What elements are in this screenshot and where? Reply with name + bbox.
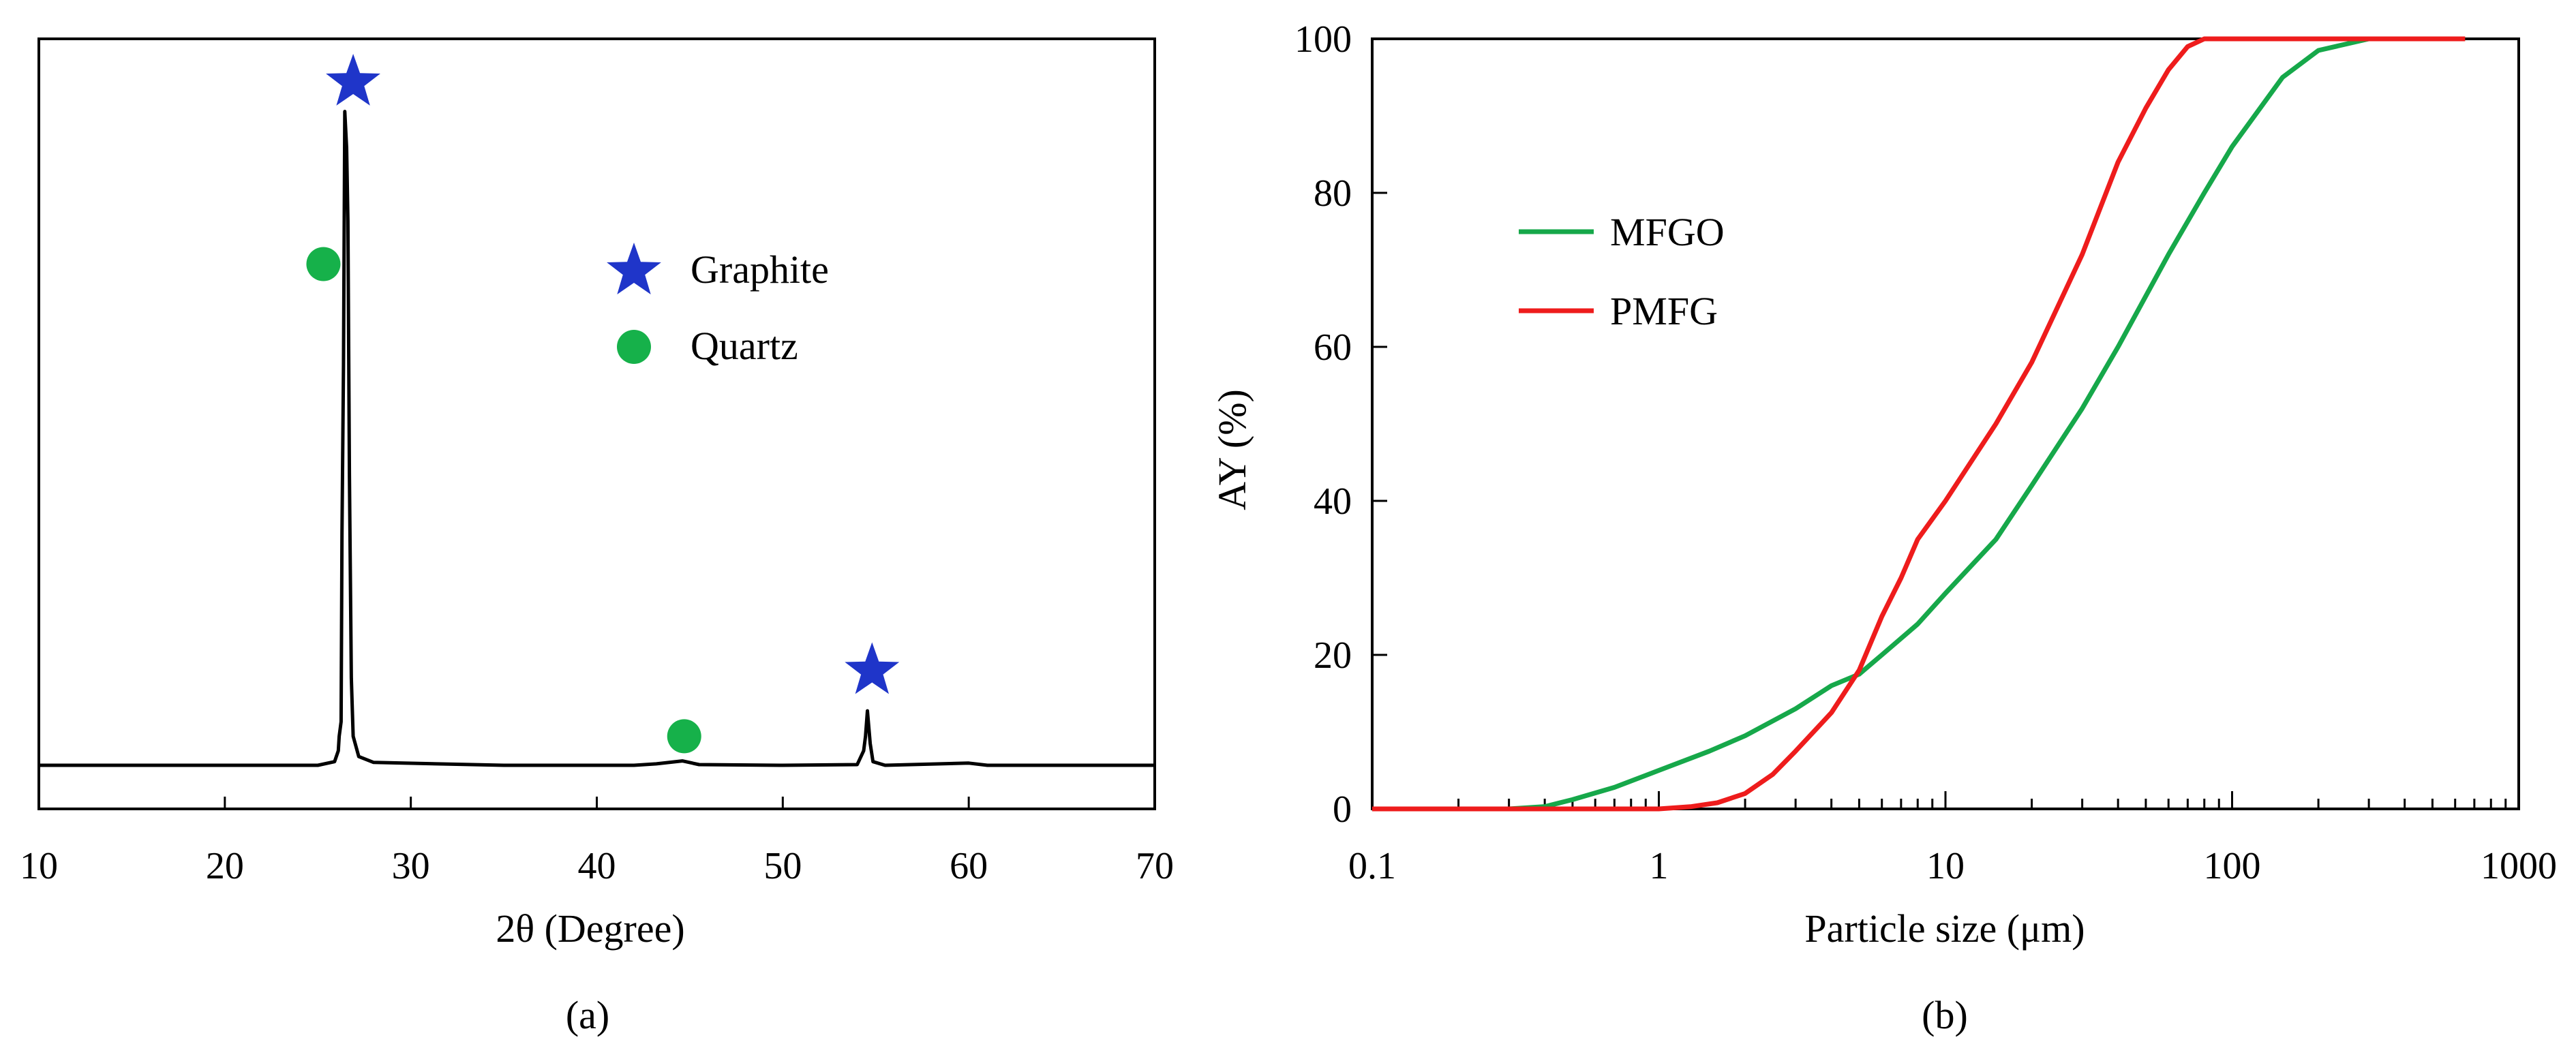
panel-b-y-tick-label: 80 bbox=[1314, 172, 1352, 215]
panel-b-x-tick-labels: 0.1 1 10 100 1000 bbox=[1348, 845, 2557, 887]
panel-a-label: (a) bbox=[566, 993, 609, 1037]
panel-b-plot-frame bbox=[1371, 37, 2520, 810]
panel-b-x-tick-label: 0.1 bbox=[1348, 845, 1396, 887]
panel-a-x-tick-label: 30 bbox=[392, 845, 430, 887]
panel-b-x-tick-label: 100 bbox=[2204, 845, 2261, 887]
legend-quartz-label: Quartz bbox=[691, 324, 798, 368]
panel-b-x-axis-title: Particle size (μm) bbox=[1804, 906, 2085, 951]
panel-a-x-tick-label: 10 bbox=[20, 845, 58, 887]
panel-a-legend: Graphite Quartz bbox=[607, 243, 829, 368]
panel-a-x-tick-label: 50 bbox=[763, 845, 802, 887]
panel-b-x-tick-label: 10 bbox=[1926, 845, 1965, 887]
panel-a-x-tick-label: 60 bbox=[950, 845, 988, 887]
quartz-peak-circle-icon bbox=[306, 247, 341, 281]
panel-a-peak-markers bbox=[306, 54, 900, 754]
panel-a-x-tick-label: 20 bbox=[206, 845, 244, 887]
panel-b-y-axis-title: AY (%) bbox=[1210, 389, 1254, 510]
panel-a-x-tick-labels: 10 20 30 40 50 60 70 bbox=[20, 845, 1174, 887]
panel-a-plot-frame bbox=[37, 37, 1156, 810]
panel-b-x-tick-label: 1000 bbox=[2481, 845, 2557, 887]
panel-b-mfgo-line bbox=[1372, 36, 2466, 812]
graphite-peak-star-icon bbox=[845, 642, 900, 694]
panel-b-y-tick-label: 40 bbox=[1314, 480, 1352, 523]
panel-b: 0.1 1 10 100 1000 0 20 40 60 80 100 MFGO PMFG Par… bbox=[1210, 18, 2557, 1037]
panel-b-pmfg-line bbox=[1372, 36, 2466, 812]
panel-b-y-tick-label: 60 bbox=[1314, 326, 1352, 369]
panel-b-y-ticks bbox=[1372, 37, 1387, 810]
panel-a-x-axis-title: 2θ (Degree) bbox=[496, 906, 684, 951]
panel-b-x-tick-label: 1 bbox=[1650, 845, 1669, 887]
graphite-peak-star-icon bbox=[326, 54, 380, 106]
panel-a-x-ticks bbox=[37, 797, 1156, 809]
panel-b-label: (b) bbox=[1922, 993, 1968, 1037]
panel-b-y-tick-label: 0 bbox=[1333, 788, 1352, 831]
panel-a-xrd-line bbox=[39, 110, 1155, 767]
panel-a-x-tick-label: 70 bbox=[1136, 845, 1174, 887]
legend-quartz-circle-icon bbox=[617, 330, 651, 364]
quartz-peak-circle-icon bbox=[667, 719, 701, 754]
legend-pmfg-label: PMFG bbox=[1610, 289, 1718, 333]
panel-b-y-tick-label: 100 bbox=[1294, 18, 1352, 61]
legend-graphite-label: Graphite bbox=[691, 247, 829, 292]
panel-b-y-tick-labels: 0 20 40 60 80 100 bbox=[1294, 18, 1352, 831]
panel-b-y-tick-label: 20 bbox=[1314, 634, 1352, 677]
legend-graphite-star-icon bbox=[607, 243, 661, 294]
panel-b-legend: MFGO PMFG bbox=[1519, 210, 1725, 333]
legend-quartz-circle-shape bbox=[617, 330, 651, 364]
panel-a-x-tick-label: 40 bbox=[578, 845, 616, 887]
legend-graphite-star-shape bbox=[607, 243, 661, 294]
panel-a: 10 20 30 40 50 60 70 Graphite Quartz 2θ (Degre… bbox=[20, 37, 1174, 1037]
legend-mfgo-label: MFGO bbox=[1610, 210, 1725, 254]
